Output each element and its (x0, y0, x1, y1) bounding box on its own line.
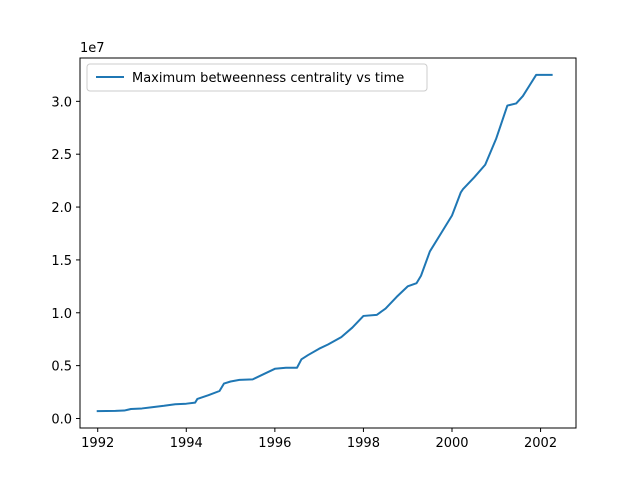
legend-box (86, 63, 428, 92)
x-tick-label: 1998 (347, 436, 380, 451)
x-tick-label: 1992 (81, 436, 114, 451)
y-tick-label: 0.0 (51, 412, 72, 427)
y-tick-label: 1.0 (51, 307, 72, 322)
x-tick-label: 2002 (524, 436, 557, 451)
legend-entry-label: Maximum betweenness centrality vs time (132, 71, 404, 86)
y-axis-offset-label: 1e7 (80, 41, 105, 56)
y-tick-label: 0.5 (51, 360, 72, 375)
series-line (96, 73, 553, 413)
x-tick-label: 1994 (170, 436, 203, 451)
x-tick-label: 1996 (258, 436, 291, 451)
y-tick-label: 1.5 (51, 254, 72, 269)
series-layer (96, 73, 553, 413)
y-tick-label: 2.5 (51, 148, 72, 163)
x-axis: 1992 1994 1996 1998 2000 2002 (81, 428, 557, 451)
axes-frame (79, 57, 577, 429)
legend: Maximum betweenness centrality vs time (86, 63, 428, 92)
y-tick-label: 3.0 (51, 95, 72, 110)
x-tick-label: 2000 (435, 436, 468, 451)
y-axis: 0.0 0.5 1.0 1.5 2.0 2.5 3.0 (51, 95, 80, 427)
y-tick-label: 2.0 (51, 201, 72, 216)
plot-area (79, 57, 577, 429)
